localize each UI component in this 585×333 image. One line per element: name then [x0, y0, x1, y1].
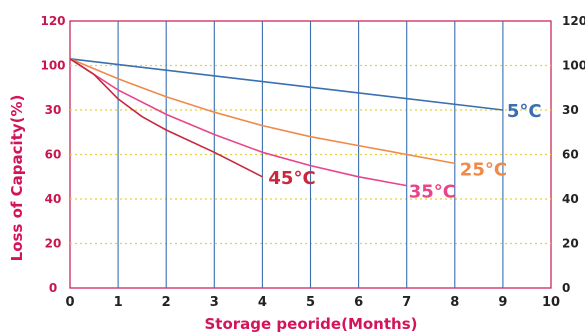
x-tick-label: 8: [450, 295, 459, 310]
x-tick-label: 3: [210, 295, 219, 310]
y-tick-label-left: 0: [49, 281, 57, 295]
x-tick-label: 4: [258, 295, 267, 310]
series-line: [69, 58, 503, 111]
series-line: [69, 58, 263, 178]
y-tick-label-left: 20: [45, 237, 62, 251]
y-tick-label-right: 0: [562, 281, 570, 295]
y-tick-label-left: 100: [40, 59, 65, 73]
y-tick-label-left: 120: [40, 14, 65, 28]
series-line: [69, 58, 455, 165]
series-line: [69, 58, 407, 187]
y-tick-label-left: 40: [45, 192, 62, 206]
x-tick-label: 9: [498, 295, 507, 310]
x-tick-label: 0: [65, 295, 74, 310]
series-label: 45°C: [268, 168, 315, 189]
x-axis-label: Storage peoride(Months): [205, 315, 418, 333]
y-tick-label-left: 60: [45, 148, 62, 162]
x-tick-label: 2: [162, 295, 171, 310]
y-tick-label-right: 120: [562, 14, 585, 28]
grid: [69, 20, 552, 289]
y-tick-label-right: 100: [562, 59, 585, 73]
y-tick-label-left: 30: [45, 103, 62, 117]
y-axis-label: Loss of Capacity(%): [8, 95, 26, 262]
series-label: 25°C: [460, 159, 507, 180]
tick-labels: 0 1 2 3 4 5 6 7 8 9 100204060301001200204060301001…: [40, 14, 585, 310]
series-labels: 5°C 25°C35°C 45°C: [268, 101, 541, 203]
x-tick-label: 7: [402, 295, 411, 310]
y-tick-label-right: 30: [562, 103, 579, 117]
series-label: 35°C: [409, 182, 456, 203]
x-tick-label: 5: [306, 295, 315, 310]
series-label: 5°C: [507, 101, 542, 122]
x-tick-label: 10: [542, 295, 560, 310]
y-tick-label-right: 60: [562, 148, 579, 162]
x-tick-label: 1: [114, 295, 123, 310]
y-tick-label-right: 40: [562, 192, 579, 206]
y-tick-label-right: 20: [562, 237, 579, 251]
x-tick-label: 6: [354, 295, 363, 310]
series-lines: [69, 58, 503, 187]
